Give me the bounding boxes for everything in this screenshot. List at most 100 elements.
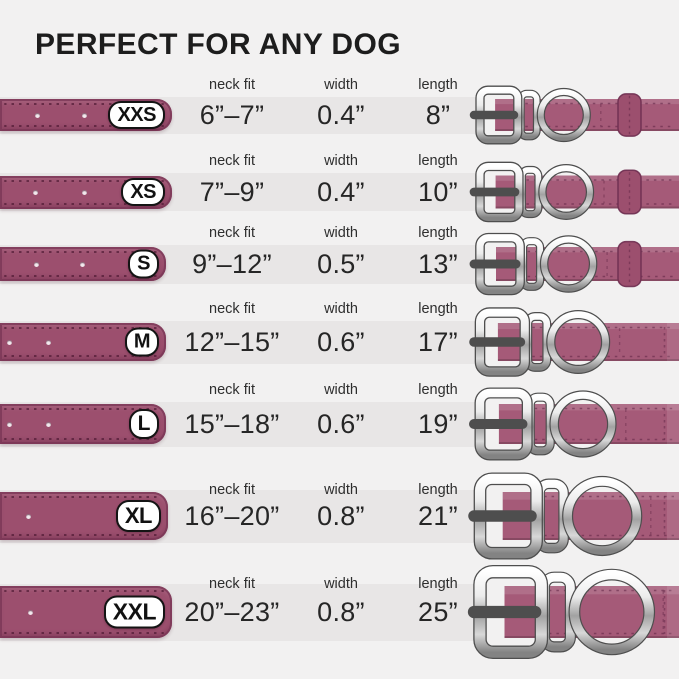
collar-strap: S [0,247,166,281]
collar-hardware [469,85,679,145]
measurement-value-width: 0.4” [317,177,365,207]
measurement-value-neck-fit: 20”–23” [184,597,280,627]
collar-hole [7,421,12,427]
collar-hardware [469,161,679,223]
column-header-neck-fit: neck fit [209,482,255,498]
size-badge: XS [121,178,165,206]
measurement-value-length: 19” [418,409,458,439]
collar-hole [34,261,39,267]
buckle-icon [468,472,543,560]
measurement-value-width: 0.5” [317,249,365,279]
column-header-neck-fit: neck fit [209,77,255,93]
measurement-value-neck-fit: 6”–7” [199,100,265,130]
column-header-width: width [324,153,358,169]
size-label: XL [124,503,153,528]
column-header-width: width [324,225,358,241]
collar-strap: L [0,404,166,444]
collar-strap: M [0,323,166,361]
stitch-line [4,327,158,329]
size-label: XS [130,180,156,203]
strap-end-seam [663,404,679,444]
column-header-width: width [324,482,358,498]
size-badge: XL [115,500,161,532]
d-ring-icon [538,164,595,220]
stitch-line [4,355,158,357]
collar-hole [33,189,38,195]
stitch-line [4,103,164,105]
size-badge: S [128,249,159,279]
column-header-length: length [418,153,458,169]
collar-hardware [468,472,679,560]
collar-strap: XXL [0,586,172,638]
collar-hole [28,609,33,615]
d-ring-icon [549,390,617,458]
collar-hole [46,339,51,345]
page-title: PERFECT FOR ANY DOG [35,28,401,61]
stitch-line [4,275,158,277]
collar-hardware [469,307,679,377]
collar-strap: XL [0,492,168,540]
size-label: L [137,412,151,435]
collar-hole [35,112,40,118]
collar-strap: XS [0,175,172,209]
stitch-line [4,534,160,536]
measurement-value-length: 25” [418,597,458,627]
column-header-length: length [418,301,458,317]
d-ring-icon [539,235,598,293]
column-header-width: width [324,77,358,93]
measurement-value-length: 21” [418,501,458,531]
measurement-value-length: 13” [418,249,458,279]
column-header-neck-fit: neck fit [209,301,255,317]
collar-hole [26,513,31,519]
size-label: M [133,330,151,353]
strap-end-seam [663,586,679,638]
collar-hole [82,112,87,118]
collar-hole [80,261,85,267]
collar-strap: XXS [0,99,172,131]
stitch-line [4,179,164,182]
stitch-line [4,496,160,498]
column-header-length: length [418,225,458,241]
strap-end-seam [663,323,679,361]
size-badge: M [124,327,159,357]
stitch-line [4,408,158,410]
buckle-icon [469,161,524,223]
collar-hardware [469,232,679,296]
stitch-line [4,438,158,440]
d-ring-icon [536,87,591,143]
column-header-width: width [324,576,358,592]
buckle-icon [469,387,533,461]
buckle-icon [469,232,525,296]
size-label: XXL [112,598,157,625]
buckle-icon [469,85,523,145]
measurement-value-width: 0.6” [317,327,365,357]
column-header-width: width [324,301,358,317]
size-label: S [137,252,150,275]
d-ring-icon [562,475,643,557]
column-header-neck-fit: neck fit [209,225,255,241]
column-header-length: length [418,77,458,93]
buckle-icon [469,307,531,377]
column-header-length: length [418,576,458,592]
d-ring-icon [568,568,656,656]
leather-keeper-loop [617,240,642,288]
column-header-neck-fit: neck fit [209,576,255,592]
leather-keeper-loop [617,93,642,137]
strap-end-seam [663,492,679,540]
collar-hole [7,339,12,345]
collar-hardware [469,387,679,461]
collar-hole [82,189,87,195]
stitch-line [4,251,158,253]
measurement-value-length: 17” [418,327,458,357]
column-header-length: length [418,382,458,398]
measurement-value-neck-fit: 9”–12” [192,249,272,279]
collar-hole [46,421,51,427]
measurement-value-neck-fit: 15”–18” [184,409,280,439]
size-badge: XXL [103,595,165,629]
column-header-neck-fit: neck fit [209,382,255,398]
measurement-value-neck-fit: 16”–20” [184,501,280,531]
size-label: XXS [117,103,156,126]
column-header-width: width [324,382,358,398]
measurement-value-width: 0.8” [317,501,365,531]
measurement-value-width: 0.8” [317,597,365,627]
